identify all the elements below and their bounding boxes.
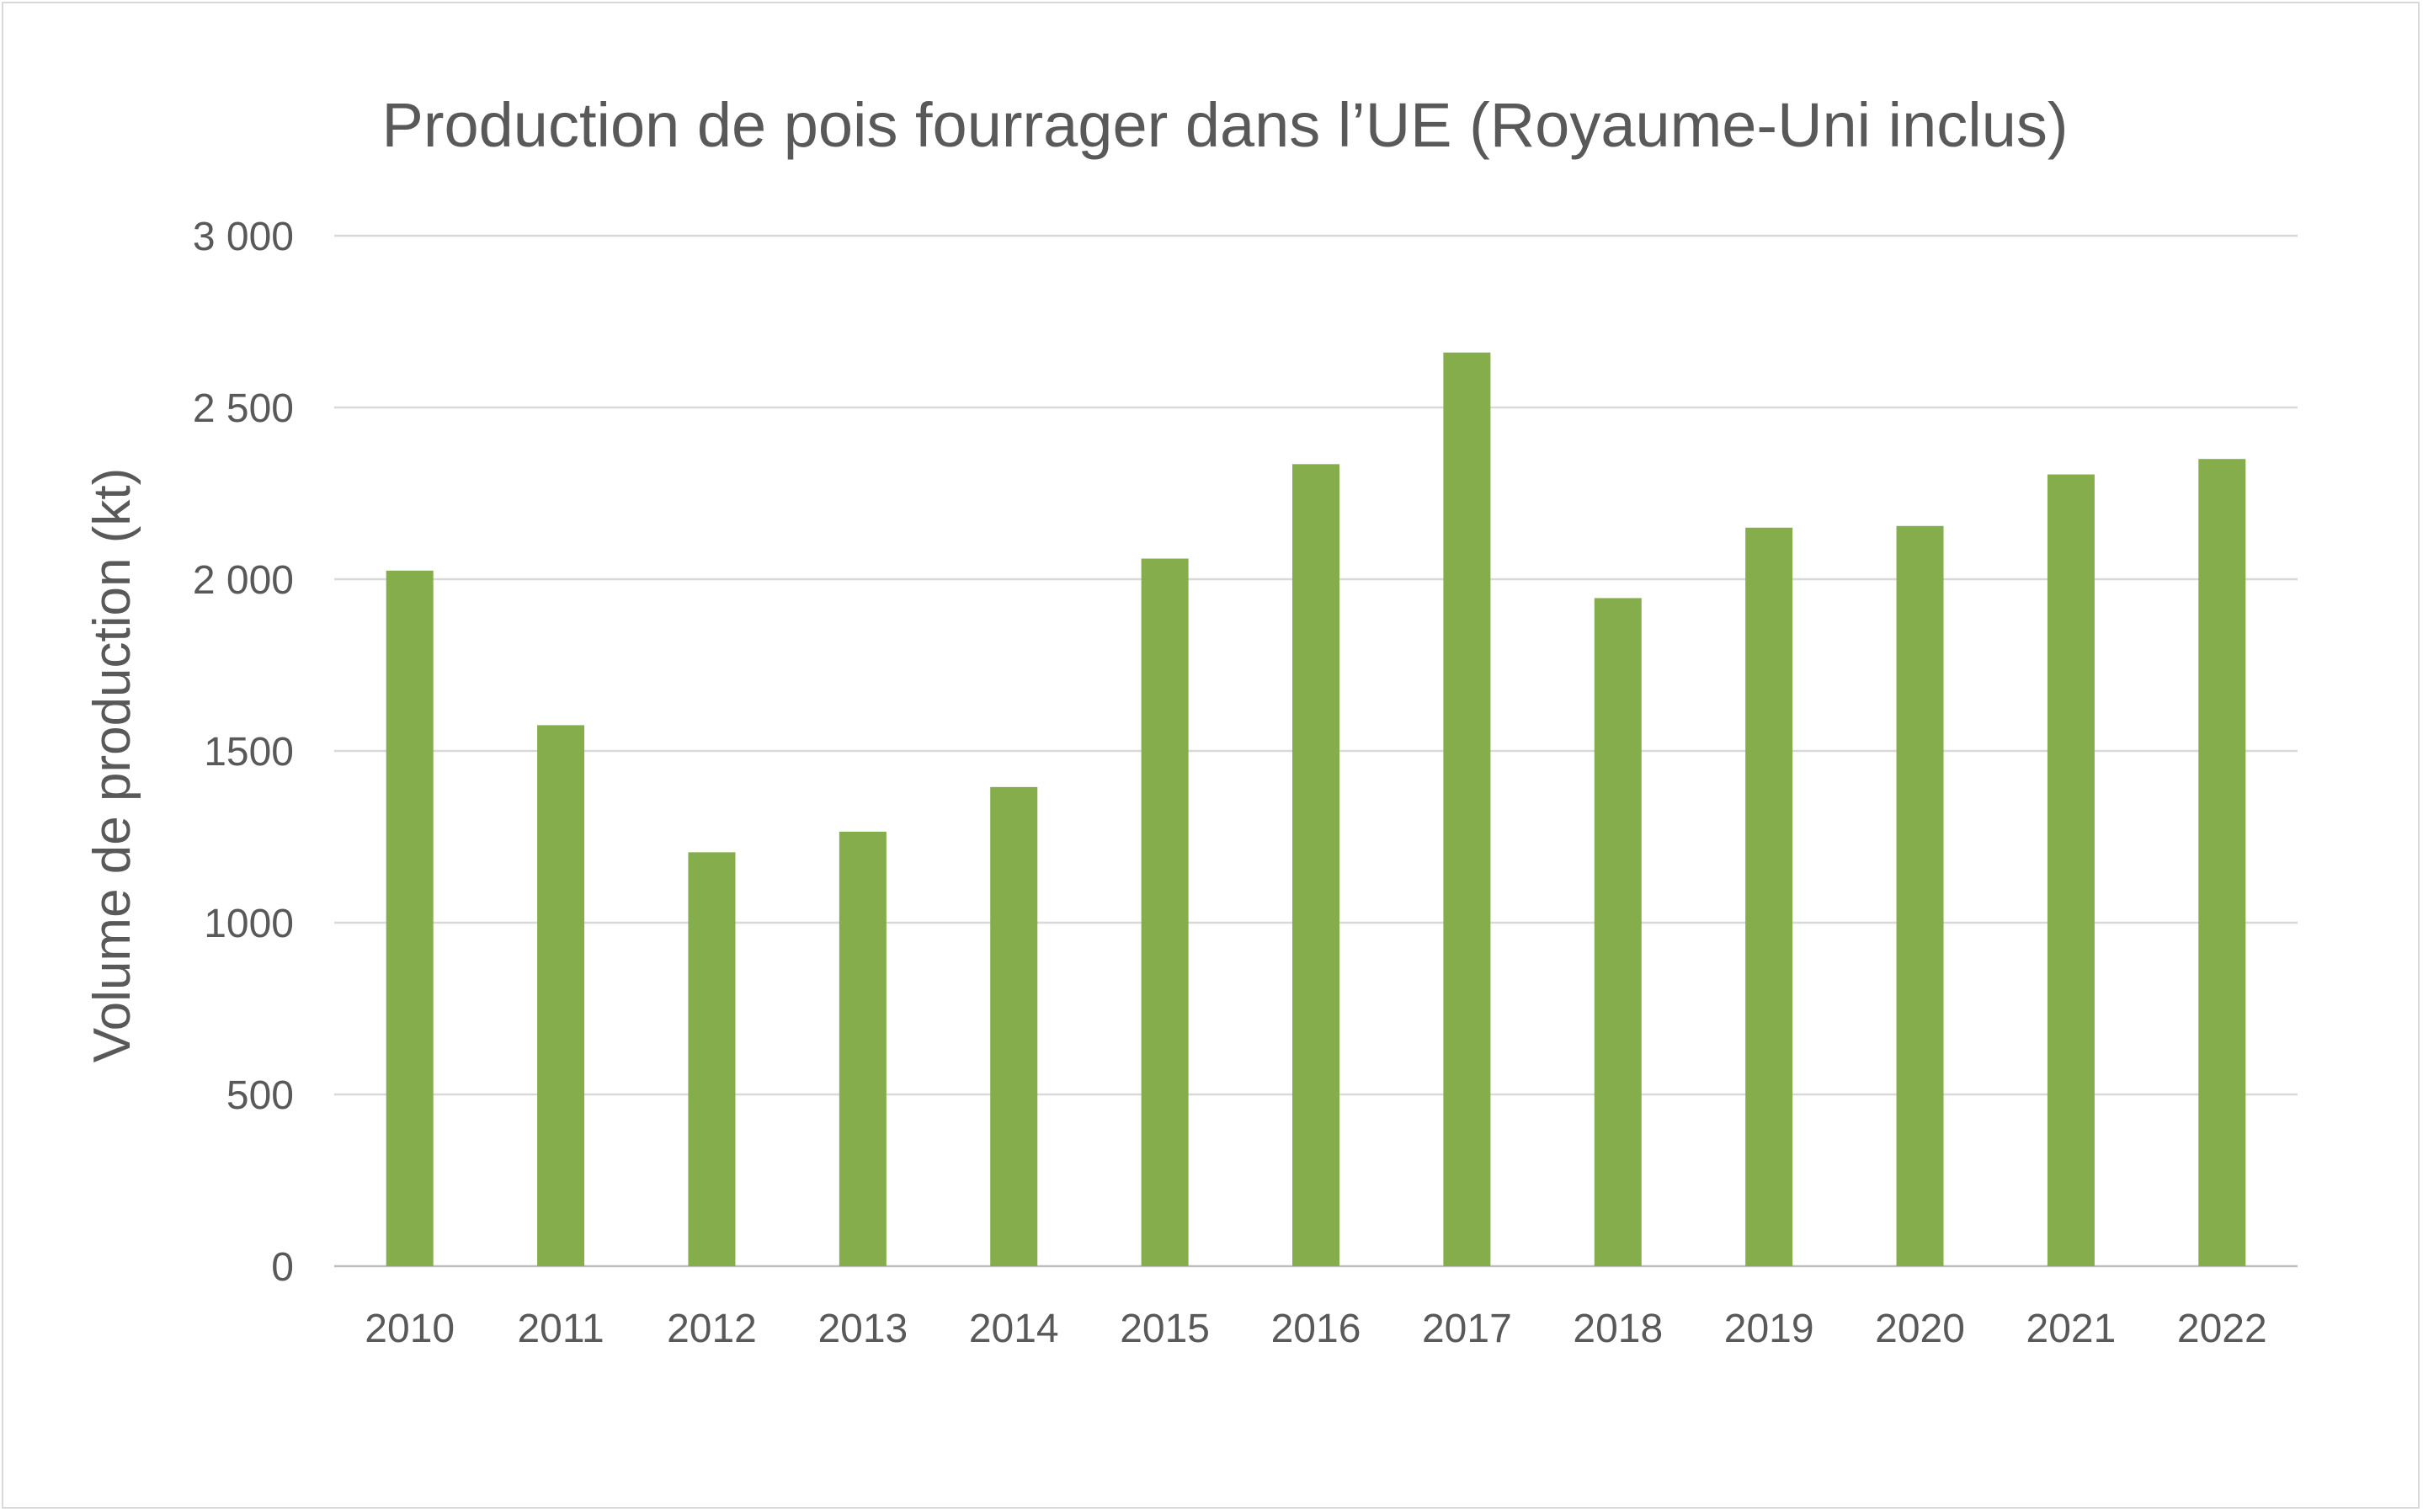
bar-2010 — [386, 570, 434, 1266]
x-tick-label: 2012 — [667, 1307, 757, 1351]
y-tick-label: 1500 — [204, 730, 294, 775]
x-tick-label: 2017 — [1422, 1307, 1512, 1351]
bars — [386, 352, 2246, 1267]
x-tick-label: 2010 — [365, 1307, 455, 1351]
bar-2011 — [537, 725, 585, 1266]
x-tick-label: 2011 — [517, 1307, 604, 1351]
bar-2013 — [839, 831, 887, 1266]
x-tick-label: 2022 — [2177, 1307, 2267, 1351]
bar-chart: Production de pois fourrager dans l’UE (… — [83, 90, 2298, 1351]
bar-2016 — [1292, 464, 1339, 1266]
bar-2012 — [688, 852, 736, 1266]
x-tick-label: 2014 — [969, 1307, 1059, 1351]
bar-2015 — [1141, 558, 1189, 1266]
x-tick-label: 2015 — [1120, 1307, 1210, 1351]
chart-title: Production de pois fourrager dans l’UE (… — [381, 90, 2068, 160]
x-tick-label: 2019 — [1724, 1307, 1814, 1351]
bar-2018 — [1594, 598, 1642, 1266]
y-axis-tick-labels: 0 500 1000 1500 2 000 2 500 3 000 — [193, 215, 294, 1290]
y-tick-label: 3 000 — [193, 215, 294, 259]
x-tick-label: 2016 — [1271, 1307, 1361, 1351]
x-tick-label: 2021 — [2026, 1307, 2117, 1351]
y-tick-label: 500 — [226, 1073, 294, 1118]
bar-2017 — [1443, 352, 1491, 1267]
y-tick-label: 2 000 — [193, 558, 294, 603]
bar-2022 — [2198, 459, 2246, 1266]
y-axis-title: Volume de production (kt) — [83, 468, 141, 1063]
bar-2021 — [2047, 474, 2095, 1266]
x-tick-label: 2018 — [1573, 1307, 1663, 1351]
y-tick-label: 2 500 — [193, 386, 294, 431]
x-tick-label: 2013 — [817, 1307, 908, 1351]
x-axis-tick-labels: 2010 2011 2012 2013 2014 2015 2016 2017 2018 2019… — [365, 1307, 2266, 1351]
y-tick-label: 1000 — [204, 902, 294, 946]
y-tick-label: 0 — [271, 1245, 294, 1290]
bar-2014 — [990, 786, 1038, 1266]
bar-2019 — [1745, 527, 1793, 1266]
x-tick-label: 2020 — [1875, 1307, 1965, 1351]
bar-2020 — [1896, 525, 1944, 1266]
